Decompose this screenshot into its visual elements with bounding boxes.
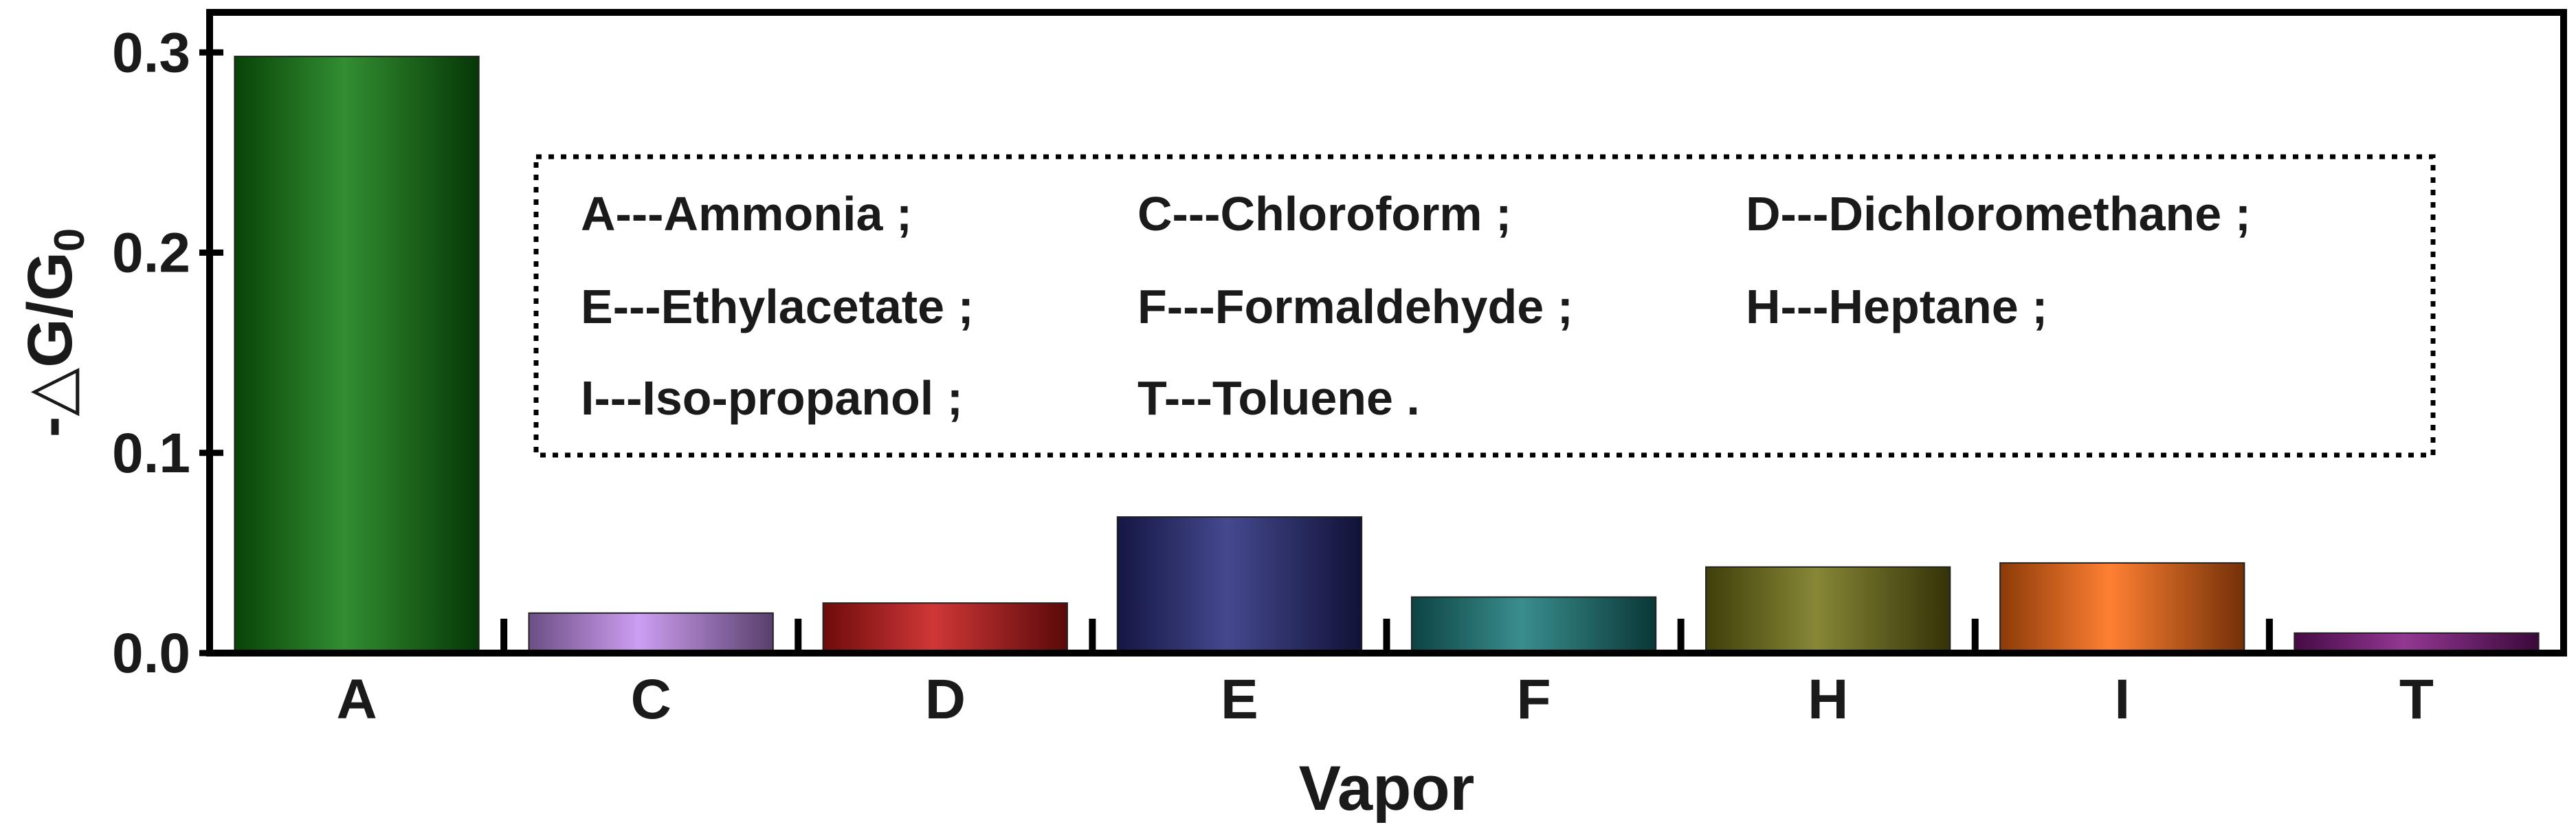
legend-entry: A---Ammonia ; bbox=[581, 187, 912, 241]
delta-symbol: △ bbox=[15, 368, 85, 417]
y-axis-title-main: G/G bbox=[15, 252, 85, 368]
x-tick-label: D bbox=[925, 668, 966, 731]
legend: A---Ammonia ; C---Chloroform ; D---Dichlor… bbox=[533, 154, 2436, 458]
bar-E bbox=[1116, 516, 1363, 654]
legend-entry: I---Iso-propanol ; bbox=[581, 371, 963, 425]
legend-entry: D---Dichloromethane ; bbox=[1746, 187, 2251, 241]
legend-entry: T---Toluene . bbox=[1137, 371, 1420, 425]
legend-entry: E---Ethylacetate ; bbox=[581, 280, 974, 333]
bars-group bbox=[234, 56, 2540, 654]
x-tick-label: F bbox=[1517, 668, 1551, 731]
y-tick-label: 0.1 bbox=[112, 422, 190, 485]
legend-entry: C---Chloroform ; bbox=[1137, 187, 1511, 241]
x-axis-title: Vapor bbox=[1299, 753, 1475, 824]
y-axis-title-subscript: 0 bbox=[46, 228, 93, 252]
y-axis-title: -△G/G0 bbox=[15, 228, 93, 438]
y-tick-label: 0.3 bbox=[112, 21, 190, 84]
x-tick-label: T bbox=[2399, 668, 2434, 731]
bar-C bbox=[528, 612, 774, 654]
bar-A bbox=[234, 56, 480, 654]
y-axis: 0.0 0.1 0.2 0.3 bbox=[112, 21, 223, 685]
bar-I bbox=[1999, 562, 2245, 654]
x-tick-label: E bbox=[1221, 668, 1258, 731]
x-tick-label: C bbox=[631, 668, 671, 731]
x-tick-label: H bbox=[1808, 668, 1848, 731]
y-tick-label: 0.0 bbox=[112, 622, 190, 685]
bar-H bbox=[1705, 566, 1951, 654]
y-axis-title-prefix: - bbox=[15, 417, 85, 438]
x-tick-label: I bbox=[2114, 668, 2130, 731]
legend-entry: F---Formaldehyde ; bbox=[1137, 280, 1573, 333]
bar-F bbox=[1410, 596, 1657, 654]
bar-D bbox=[822, 602, 1068, 654]
x-tick-label: A bbox=[336, 668, 377, 731]
legend-entry: H---Heptane ; bbox=[1746, 280, 2047, 333]
y-tick-label: 0.2 bbox=[112, 222, 190, 285]
legend-box bbox=[533, 154, 2436, 458]
